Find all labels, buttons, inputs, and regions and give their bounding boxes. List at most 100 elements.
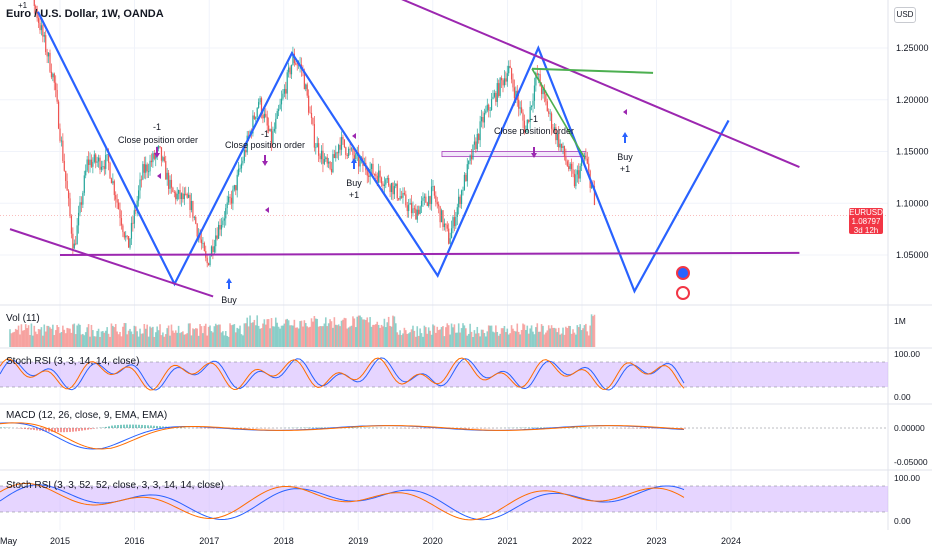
volume-bar (456, 333, 458, 347)
stoch-rsi-legend-2[interactable]: Stoch RSI (3, 3, 52, 52, close, 3, 3, 14… (6, 480, 224, 491)
candle-body (87, 159, 88, 170)
symbol-tag: EURUSD (849, 208, 883, 217)
candle-body (417, 210, 418, 220)
stoch-rsi-legend-1[interactable]: Stoch RSI (3, 3, 14, 14, close) (6, 356, 139, 367)
volume-bar (569, 326, 571, 347)
candle-body (207, 258, 208, 263)
macd-legend[interactable]: MACD (12, 26, close, 9, EMA, EMA) (6, 410, 167, 421)
volume-bar (184, 335, 186, 347)
candle-body (575, 174, 576, 186)
macd-histogram-bar (78, 428, 80, 431)
volume-bar (398, 335, 400, 347)
candle-body (418, 210, 419, 214)
volume-bar (91, 325, 93, 347)
candle-body (371, 164, 372, 169)
volume-bar (242, 335, 244, 347)
candle-body (401, 196, 402, 198)
volume-bar (11, 333, 13, 347)
countdown: 3d 12h (849, 226, 883, 235)
volume-bar (276, 323, 278, 347)
candle-body (374, 174, 375, 175)
volume-bar (451, 324, 453, 347)
volume-bar (125, 323, 127, 347)
volume-bar (86, 327, 88, 347)
candle-body (454, 217, 455, 226)
candle-body (495, 93, 496, 102)
volume-bar (558, 328, 560, 347)
candle-body (138, 190, 139, 200)
candle-body (128, 236, 129, 248)
candle-body (415, 209, 416, 220)
candle-body (482, 117, 483, 122)
volume-bar (515, 331, 517, 347)
candle-body (111, 178, 112, 183)
candle-body (574, 174, 575, 186)
us-event-icon[interactable] (676, 286, 690, 300)
volume-bar (265, 325, 267, 347)
volume-legend[interactable]: Vol (11) (6, 313, 40, 324)
candle-body (58, 102, 59, 129)
macd-histogram-bar (129, 425, 131, 428)
candle-body (221, 225, 222, 230)
candle-body (491, 99, 492, 110)
candle-body (309, 113, 310, 114)
volume-bar (538, 332, 540, 347)
volume-bar (452, 327, 454, 347)
candle-body (149, 161, 150, 172)
volume-bar (391, 327, 393, 347)
volume-bar (61, 332, 63, 347)
candle-body (472, 145, 473, 159)
candle-body (451, 228, 452, 238)
volume-bar (368, 322, 370, 347)
candle-body (344, 139, 345, 147)
candle-body (412, 208, 413, 213)
volume-bar (231, 325, 233, 347)
candle-body (44, 35, 45, 36)
volume-bar (386, 322, 388, 347)
candle-body (48, 53, 49, 56)
candle-body (145, 164, 146, 172)
candle-body (355, 153, 356, 159)
volume-bar (476, 327, 478, 347)
volume-bar (394, 316, 396, 347)
signal-triangle (623, 109, 627, 115)
volume-bar (82, 334, 84, 347)
volume-bar (232, 325, 234, 347)
volume-bar (174, 333, 176, 347)
candle-body (214, 246, 215, 252)
volume-bar (454, 324, 456, 347)
volume-bar (371, 327, 373, 347)
currency-button[interactable]: USD (894, 7, 916, 23)
volume-bar (194, 329, 196, 347)
volume-bar (318, 327, 320, 347)
volume-bar (314, 316, 316, 347)
candle-body (282, 94, 283, 99)
volume-bar (208, 327, 210, 347)
candle-body (447, 225, 448, 229)
candle-body (335, 152, 336, 158)
volume-bar (178, 326, 180, 347)
candle-body (68, 191, 69, 199)
candle-body (440, 206, 441, 222)
volume-bar (156, 326, 158, 347)
sell-count-label: -1 (153, 122, 161, 132)
candle-body (444, 224, 445, 227)
candle-body (305, 84, 306, 89)
candle-body (420, 206, 421, 214)
candle-body (378, 171, 379, 183)
volume-bar (332, 328, 334, 347)
volume-bar (539, 332, 541, 347)
volume-bar (486, 331, 488, 347)
volume-bar (128, 331, 130, 347)
time-tick-label: 2020 (423, 536, 443, 546)
macd-pane (0, 423, 888, 449)
eu-event-icon[interactable] (676, 266, 690, 280)
candle-body (438, 204, 439, 206)
volume-bar (159, 324, 161, 347)
buy-count-label: +1 (620, 164, 630, 174)
candle-body (398, 198, 399, 199)
macd-histogram-bar (75, 428, 77, 431)
candle-body (62, 141, 63, 161)
